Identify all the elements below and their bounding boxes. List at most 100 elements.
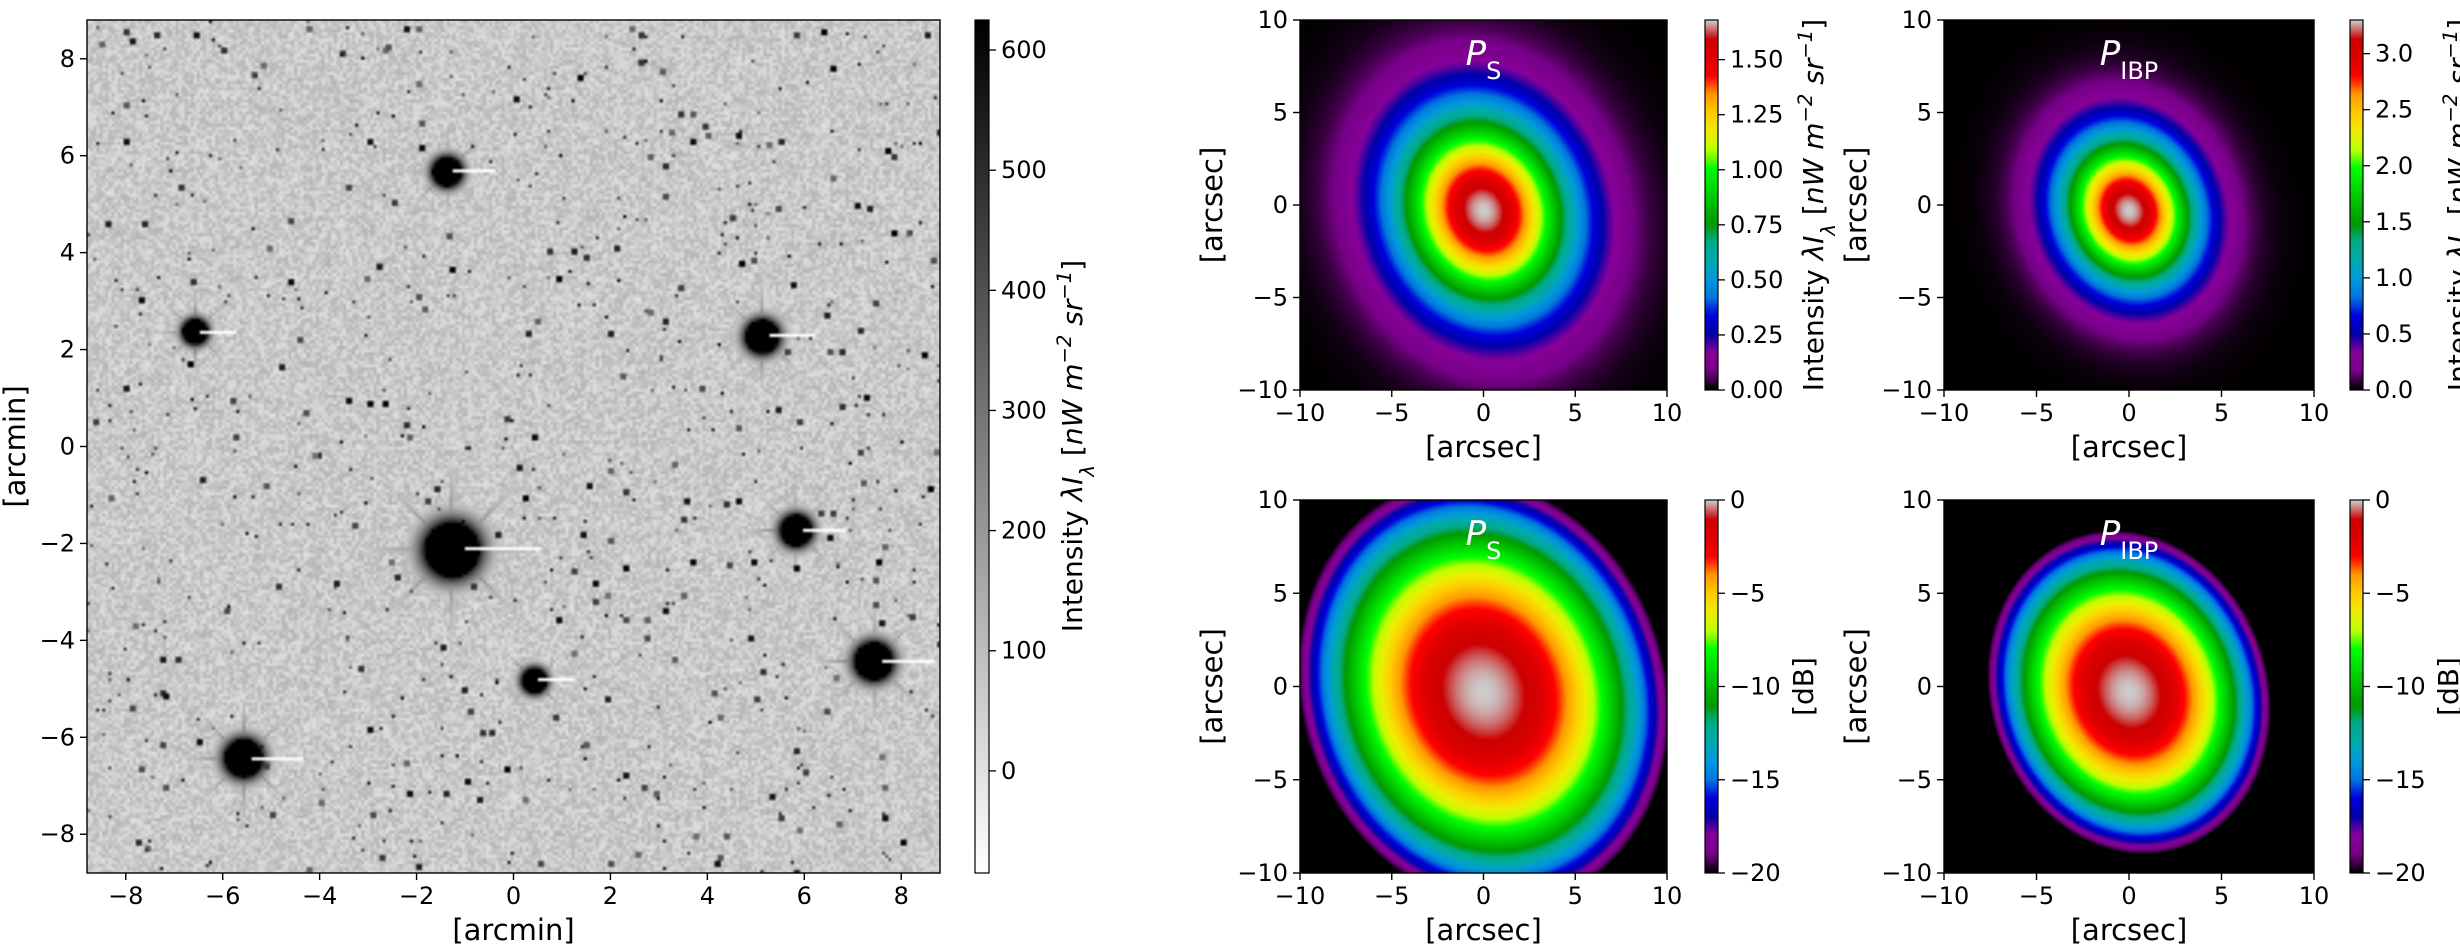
sky-colorbar-frame xyxy=(974,19,990,874)
psf-s-linear-axes: −10 −5 0 5 10 −10 −5 0 5 10 [arcsec] [arcsec] xyxy=(1195,6,1682,464)
y-tick-label: 0 xyxy=(1273,673,1288,701)
colorbar-tick-label: 200 xyxy=(1001,517,1047,545)
colorbar-tick-label: 0.5 xyxy=(2375,320,2413,348)
x-axis-label: [arcsec] xyxy=(2071,430,2188,464)
y-axis-label: [arcmin] xyxy=(0,385,32,507)
y-tick-label: −5 xyxy=(1253,284,1288,312)
colorbar-tick-label: 1.00 xyxy=(1730,156,1783,184)
sky-map-image xyxy=(87,20,940,873)
psf-s-db-colorbar: −20 −15 −10 −5 0 [dB] xyxy=(1704,486,1820,887)
x-tick-label: −5 xyxy=(1374,399,1409,427)
y-tick-label: −10 xyxy=(1881,376,1932,404)
x-tick-label: 5 xyxy=(1568,399,1583,427)
y-tick-label: 10 xyxy=(1257,486,1288,514)
psf-ibp-linear-colorbar-gradient xyxy=(2350,20,2363,390)
psf-ibp-db-title: PIBP xyxy=(2100,514,2159,565)
colorbar-tick-label: −5 xyxy=(1730,579,1765,607)
psf-s-db-colorbar-label: [dB] xyxy=(1787,657,1820,716)
psf-s-db-colorbar-gradient xyxy=(1705,500,1718,873)
x-tick-label: −5 xyxy=(2019,882,2054,910)
x-tick-label: −8 xyxy=(108,882,143,910)
colorbar-tick-label: 100 xyxy=(1001,637,1047,665)
psf-ibp-db-colorbar-gradient xyxy=(2350,500,2363,873)
colorbar-tick-label: −20 xyxy=(2375,859,2426,887)
y-tick-label: 10 xyxy=(1901,486,1932,514)
psf-ibp-linear-colorbar-frame xyxy=(2349,19,2364,391)
colorbar-tick-label: 600 xyxy=(1001,36,1047,64)
colorbar-tick-label: 3.0 xyxy=(2375,40,2413,68)
x-tick-label: 5 xyxy=(2214,399,2229,427)
y-tick-label: 0 xyxy=(1917,673,1932,701)
y-tick-label: 5 xyxy=(1917,579,1932,607)
y-tick-label: 0 xyxy=(60,433,75,461)
x-tick-label: 10 xyxy=(1652,882,1683,910)
x-tick-label: 10 xyxy=(2299,399,2330,427)
y-tick-label: −10 xyxy=(1237,376,1288,404)
x-axis-label: [arcsec] xyxy=(1425,913,1542,947)
x-tick-label: 0 xyxy=(506,882,521,910)
x-tick-label: −10 xyxy=(1275,399,1326,427)
colorbar-tick-label: 2.5 xyxy=(2375,96,2413,124)
y-axis-label: [arcsec] xyxy=(1195,628,1229,745)
psf-ibp-linear-title: PIBP xyxy=(2100,34,2159,85)
colorbar-tick-label: 0 xyxy=(2375,486,2390,514)
colorbar-tick-label: 500 xyxy=(1001,156,1047,184)
y-tick-label: 10 xyxy=(1257,6,1288,34)
y-tick-label: 6 xyxy=(60,142,75,170)
x-tick-label: −5 xyxy=(1374,882,1409,910)
psf-s-db-title: PS xyxy=(1466,514,1502,565)
psf-ibp-db-image xyxy=(1944,500,2314,873)
x-tick-label: 5 xyxy=(1568,882,1583,910)
x-tick-label: 4 xyxy=(700,882,715,910)
sky-colorbar-label: Intensity λIλ [nW m−2 sr−1] xyxy=(1053,260,1099,632)
x-tick-label: −10 xyxy=(1919,882,1970,910)
psf-ibp-db-colorbar-label: [dB] xyxy=(2432,657,2460,716)
y-tick-label: −5 xyxy=(1253,766,1288,794)
colorbar-tick-label: 0.50 xyxy=(1730,266,1783,294)
y-axis-label: [arcsec] xyxy=(1839,147,1873,264)
psf-s-linear-colorbar: 0.00 0.25 0.50 0.75 1.00 1.25 1.50 Intensity λI… xyxy=(1704,19,1840,404)
x-tick-label: 2 xyxy=(603,882,618,910)
y-tick-label: 8 xyxy=(60,45,75,73)
x-tick-label: 0 xyxy=(2121,882,2136,910)
x-tick-label: −10 xyxy=(1275,882,1326,910)
psf-s-linear-title: PS xyxy=(1466,34,1502,85)
colorbar-tick-label: 0.00 xyxy=(1730,376,1783,404)
y-tick-label: 0 xyxy=(1917,191,1932,219)
colorbar-tick-label: 0.25 xyxy=(1730,321,1783,349)
y-tick-label: −10 xyxy=(1237,859,1288,887)
y-tick-label: −4 xyxy=(40,626,75,654)
colorbar-tick-label: −15 xyxy=(2375,766,2426,794)
sky-map-axes: −8 −6 −4 −2 0 2 4 6 8 −8 −6 −4 −2 0 2 4 6 8 [arcmin] [arcmi… xyxy=(0,19,941,947)
colorbar-tick-label: 1.25 xyxy=(1730,101,1783,129)
colorbar-tick-label: −10 xyxy=(1730,673,1781,701)
x-tick-label: 6 xyxy=(797,882,812,910)
psf-ibp-linear-colorbar-label: Intensity λIλ [nW m−2 sr−1] xyxy=(2439,19,2460,391)
y-axis-label: [arcsec] xyxy=(1195,147,1229,264)
psf-s-linear-colorbar-label: Intensity λIλ [nW m−2 sr−1] xyxy=(1794,19,1840,391)
sky-colorbar-gradient xyxy=(975,20,989,873)
x-axis-label: [arcsec] xyxy=(1425,430,1542,464)
psf-s-linear-colorbar-gradient xyxy=(1705,20,1718,390)
colorbar-tick-label: 1.50 xyxy=(1730,46,1783,74)
colorbar-tick-label: −5 xyxy=(2375,579,2410,607)
y-tick-label: 2 xyxy=(60,336,75,364)
x-axis-label: [arcsec] xyxy=(2071,913,2188,947)
x-tick-label: 0 xyxy=(1476,399,1491,427)
colorbar-tick-label: 0.75 xyxy=(1730,211,1783,239)
y-tick-label: 5 xyxy=(1273,99,1288,127)
y-tick-label: −10 xyxy=(1881,859,1932,887)
colorbar-tick-label: −20 xyxy=(1730,859,1781,887)
colorbar-tick-label: 1.5 xyxy=(2375,208,2413,236)
psf-ibp-db-colorbar: −20 −15 −10 −5 0 [dB] xyxy=(2349,486,2460,887)
x-tick-label: −2 xyxy=(399,882,434,910)
psf-s-db-axes: −10 −5 0 5 10 −10 −5 0 5 10 [arcsec] [arcsec] xyxy=(1195,486,1682,947)
x-tick-label: −10 xyxy=(1919,399,1970,427)
y-axis-label: [arcsec] xyxy=(1839,628,1873,745)
y-tick-label: −5 xyxy=(1897,766,1932,794)
y-tick-label: −8 xyxy=(40,820,75,848)
colorbar-tick-label: 1.0 xyxy=(2375,264,2413,292)
psf-s-db-image xyxy=(1300,500,1667,873)
x-tick-label: −4 xyxy=(302,882,337,910)
